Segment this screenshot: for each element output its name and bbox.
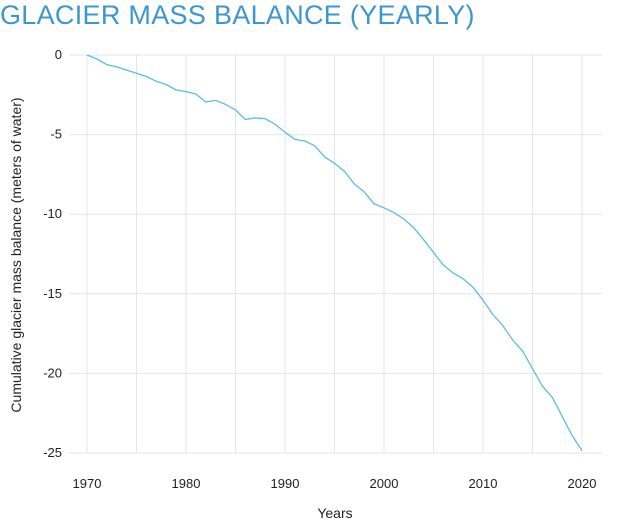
y-tick-label: -20 (43, 365, 62, 380)
y-tick-label: -10 (43, 206, 62, 221)
x-tick-label: 1990 (271, 476, 300, 491)
y-tick-label: 0 (55, 47, 62, 62)
y-axis-tick-labels: 0 -5 -10 -15 -20 -25 (43, 47, 62, 460)
x-tick-label: 1970 (73, 476, 102, 491)
series-layer (86, 54, 583, 451)
x-tick-label: 2000 (370, 476, 399, 491)
y-axis-title: Cumulative glacier mass balance (meters … (8, 97, 24, 412)
x-tick-label: 2010 (469, 476, 498, 491)
x-axis-tick-labels: 1970 1980 1990 2000 2010 2020 (73, 476, 597, 491)
vertical-gridlines (86, 55, 583, 453)
x-axis-title: Years (317, 505, 352, 521)
y-tick-label: -5 (50, 127, 62, 142)
x-tick-label: 1980 (172, 476, 201, 491)
y-tick-label: -25 (43, 445, 62, 460)
y-tick-label: -15 (43, 286, 62, 301)
horizontal-gridlines (69, 54, 602, 454)
x-tick-label: 2020 (568, 476, 597, 491)
chart-title: GLACIER MASS BALANCE (YEARLY) (0, 0, 475, 30)
series-line (86, 54, 583, 451)
